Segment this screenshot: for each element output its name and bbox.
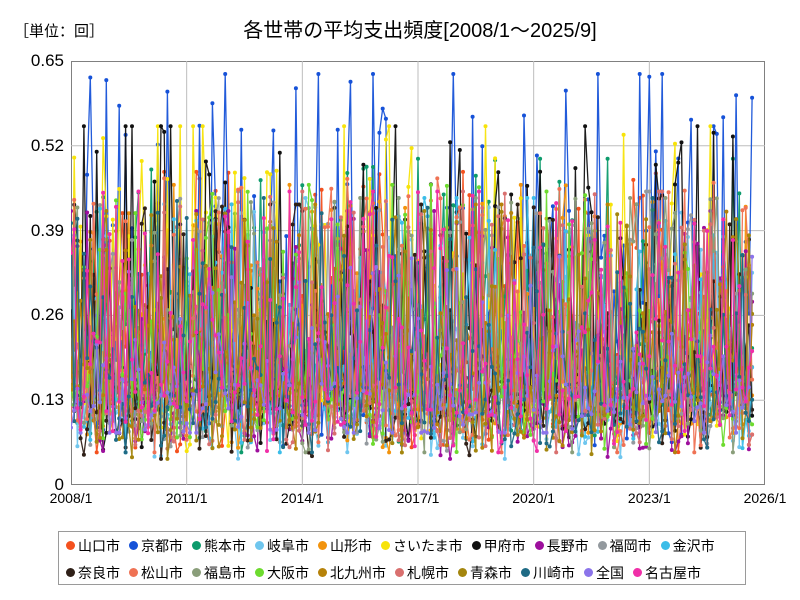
legend-item-全国[interactable]: 全国 — [584, 566, 624, 580]
legend-marker-icon — [597, 541, 607, 550]
legend-label: 奈良市 — [78, 564, 120, 581]
legend-marker-icon — [255, 541, 264, 550]
legend-label: 松山市 — [141, 564, 183, 581]
chart-title: 各世帯の平均支出頻度[2008/1～2025/9] — [243, 20, 597, 42]
legend-marker-icon — [318, 568, 327, 577]
legend-marker-icon — [255, 568, 264, 577]
legend-row-0: 山口市 京都市 熊本市 岐阜市 山形市 さいたま市 甲府市 長野市 福岡市 金沢市 — [59, 532, 745, 559]
legend-marker-icon — [534, 541, 544, 550]
legend-marker-icon — [395, 568, 404, 577]
legend-label: 全国 — [596, 564, 624, 581]
chart-series-canvas — [71, 61, 765, 485]
x-axis-tick-labels: 2008/1 2011/1 2014/1 2017/1 2020/1 2023/1 2026… — [0, 490, 800, 514]
y-tick-1: 0.52 — [30, 135, 64, 155]
legend-item-奈良市[interactable]: 奈良市 — [66, 566, 120, 580]
y-tick-4: 0.13 — [30, 390, 64, 410]
legend-label: 札幌市 — [407, 564, 449, 581]
y-tick-3: 0.26 — [30, 305, 64, 325]
legend-item-金沢市[interactable]: 金沢市 — [660, 537, 715, 554]
legend-item-山口市[interactable]: 山口市 — [66, 539, 120, 553]
y-axis-tick-labels: 0.65 0.52 0.39 0.26 0.13 0 — [0, 0, 64, 600]
plot-area — [71, 61, 765, 485]
legend-item-長野市[interactable]: 長野市 — [534, 537, 589, 554]
legend-marker-icon — [660, 541, 670, 550]
legend-marker-icon — [381, 541, 390, 550]
legend-marker-icon — [66, 541, 75, 550]
legend-label: 京都市 — [141, 537, 183, 554]
legend-marker-icon — [521, 568, 530, 577]
legend-item-京都市[interactable]: 京都市 — [129, 539, 183, 553]
legend-item-山形市[interactable]: 山形市 — [318, 539, 372, 553]
legend-item-福島市[interactable]: 福島市 — [192, 566, 246, 580]
legend-marker-icon — [129, 541, 138, 550]
legend-label: さいたま市 — [393, 537, 463, 554]
y-tick-5: 0 — [54, 475, 64, 494]
legend-label: 甲府市 — [483, 537, 526, 554]
legend-label: 山口市 — [78, 537, 120, 554]
legend-item-大阪市[interactable]: 大阪市 — [255, 566, 309, 580]
legend-label: 岐阜市 — [267, 537, 309, 554]
legend-label: 福岡市 — [609, 537, 652, 554]
legend-label: 青森市 — [470, 564, 512, 581]
x-tick-0: 2008/1 — [49, 490, 93, 506]
legend-item-岐阜市[interactable]: 岐阜市 — [255, 539, 309, 553]
legend-label: 大阪市 — [267, 564, 309, 581]
x-tick-3: 2017/1 — [396, 490, 440, 506]
legend-marker-icon — [192, 568, 201, 577]
legend: 山口市 京都市 熊本市 岐阜市 山形市 さいたま市 甲府市 長野市 福岡市 金沢市奈良市 松山市 福島… — [58, 531, 746, 585]
legend-label: 川崎市 — [533, 564, 575, 581]
x-tick-6: 2026/1 — [743, 490, 787, 506]
x-tick-1: 2011/1 — [165, 490, 208, 506]
unit-label: ［単位：回］ — [14, 23, 105, 40]
legend-label: 熊本市 — [204, 537, 246, 554]
legend-item-松山市[interactable]: 松山市 — [129, 566, 183, 580]
legend-label: 金沢市 — [672, 537, 715, 554]
x-tick-2: 2014/1 — [280, 490, 324, 506]
x-tick-4: 2020/1 — [512, 490, 556, 506]
legend-label: 名古屋市 — [645, 564, 701, 581]
series-名古屋市 — [71, 189, 755, 455]
legend-marker-icon — [633, 568, 642, 577]
legend-row-1: 奈良市 松山市 福島市 大阪市 北九州市 札幌市 青森市 川崎市 全国 名古屋市 — [59, 559, 745, 586]
legend-label: 山形市 — [330, 537, 372, 554]
legend-item-札幌市[interactable]: 札幌市 — [395, 566, 449, 580]
legend-label: 福島市 — [204, 564, 246, 581]
legend-marker-icon — [458, 568, 467, 577]
series-全国 — [71, 254, 755, 436]
y-tick-0: 0.65 — [30, 51, 64, 70]
legend-item-甲府市[interactable]: 甲府市 — [471, 537, 526, 554]
legend-label: 北九州市 — [330, 564, 386, 581]
legend-marker-icon — [471, 541, 481, 550]
legend-label: 長野市 — [546, 537, 589, 554]
x-tick-5: 2023/1 — [627, 490, 671, 506]
legend-item-福岡市[interactable]: 福岡市 — [597, 537, 652, 554]
legend-item-名古屋市[interactable]: 名古屋市 — [633, 566, 701, 580]
legend-item-北九州市[interactable]: 北九州市 — [318, 566, 386, 580]
legend-item-さいたま市[interactable]: さいたま市 — [381, 539, 463, 553]
legend-marker-icon — [192, 541, 201, 550]
legend-item-青森市[interactable]: 青森市 — [458, 566, 512, 580]
legend-item-川崎市[interactable]: 川崎市 — [521, 566, 575, 580]
legend-item-熊本市[interactable]: 熊本市 — [192, 539, 246, 553]
y-tick-2: 0.39 — [30, 220, 64, 240]
legend-marker-icon — [318, 541, 327, 550]
legend-marker-icon — [129, 568, 138, 577]
legend-marker-icon — [584, 568, 593, 577]
legend-marker-icon — [66, 568, 75, 577]
